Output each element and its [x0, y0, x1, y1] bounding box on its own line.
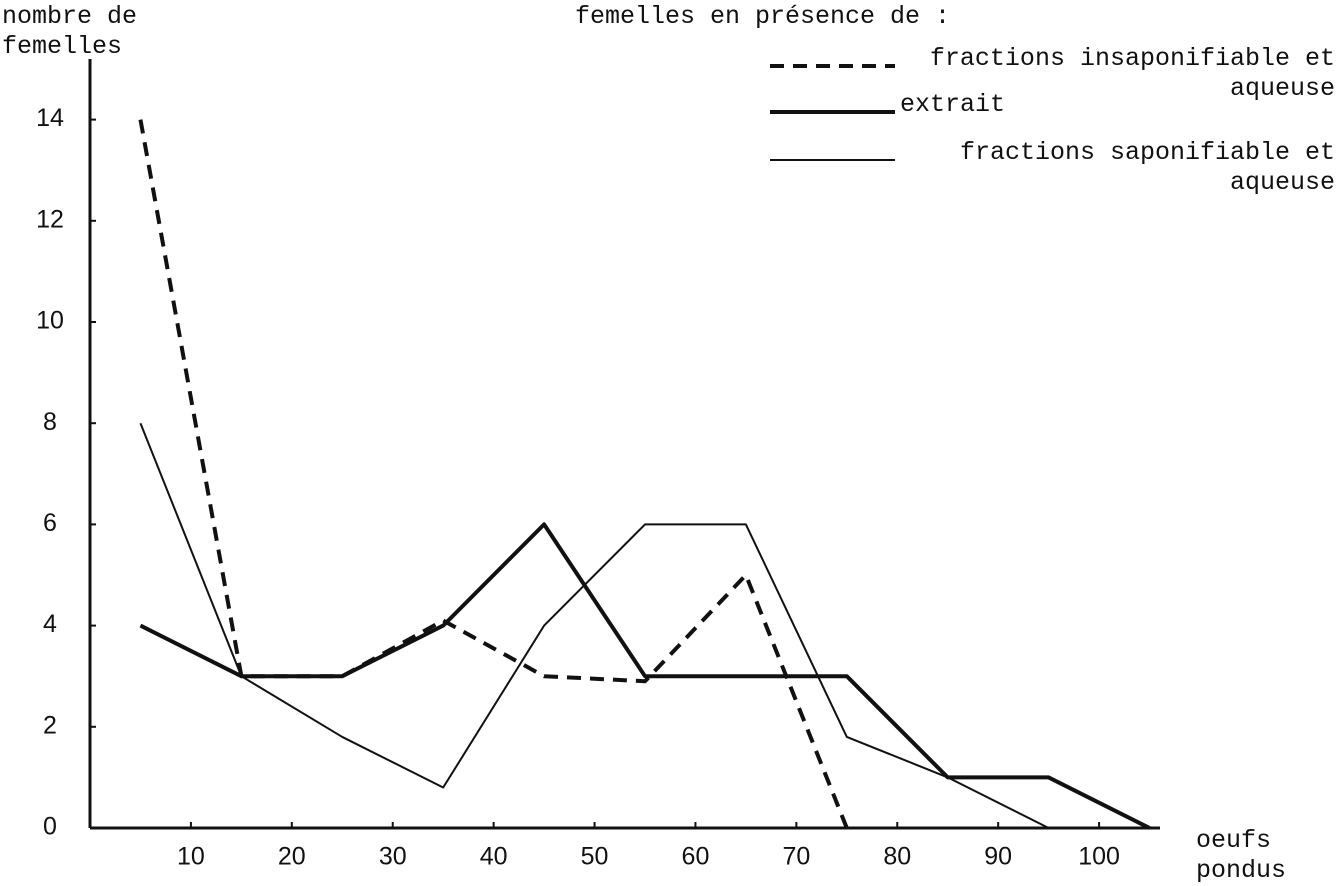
- legend-label: extrait: [900, 90, 1006, 119]
- x-tick-label: 50: [581, 843, 609, 871]
- x-tick-label: 20: [278, 843, 306, 871]
- y-axis-label: nombre de femelles: [2, 2, 138, 61]
- legend-label: fractions saponifiable et aqueuse: [959, 138, 1335, 197]
- y-tick-label: 10: [36, 307, 64, 335]
- x-tick-label: 100: [1078, 843, 1120, 871]
- x-tick-label: 60: [682, 843, 710, 871]
- legend-label: fractions insaponifiable et aqueuse: [929, 44, 1335, 103]
- legend-title: femelles en présence de :: [575, 2, 951, 31]
- y-tick-label: 0: [43, 813, 57, 841]
- series-line: [139, 422, 1050, 829]
- x-tick-label: 80: [883, 843, 911, 871]
- x-tick-label: 40: [480, 843, 508, 871]
- y-tick-label: 2: [43, 711, 57, 739]
- x-tick-label: 90: [984, 843, 1012, 871]
- x-axis-label: oeufs pondus: [1196, 826, 1287, 885]
- x-tick-label: 70: [782, 843, 810, 871]
- y-tick-label: 4: [43, 610, 57, 638]
- series-line: [139, 522, 1151, 830]
- x-tick-label: 10: [177, 843, 205, 871]
- y-tick-label: 8: [43, 408, 57, 436]
- y-tick-label: 12: [36, 205, 64, 233]
- series-line: [138, 119, 849, 829]
- y-tick-label: 6: [43, 509, 57, 537]
- x-tick-label: 30: [379, 843, 407, 871]
- y-tick-label: 14: [36, 104, 64, 132]
